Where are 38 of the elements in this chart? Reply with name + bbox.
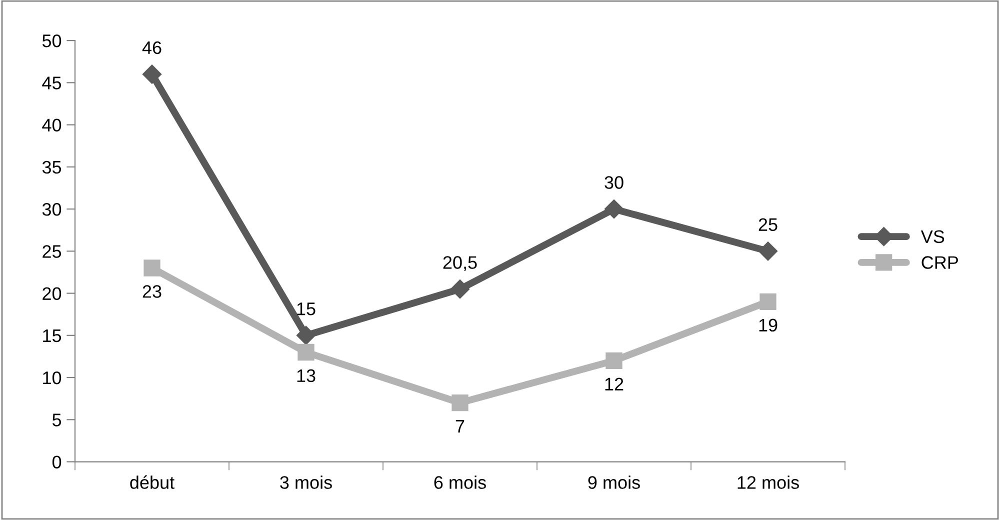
point	[298, 344, 314, 361]
data-label: 12	[605, 378, 624, 390]
data-label: 20,5	[443, 256, 477, 272]
point	[604, 200, 624, 219]
y-tick-label: 10	[43, 371, 62, 384]
legend-label: CRP	[922, 256, 958, 269]
point	[142, 64, 162, 84]
point	[450, 280, 470, 299]
x-tick-label: début	[130, 475, 174, 489]
point	[760, 293, 776, 310]
x-tick-label: 12 mois	[738, 476, 799, 489]
data-label: 13	[297, 369, 316, 382]
data-label: 19	[759, 318, 778, 332]
point	[144, 260, 160, 276]
data-label: 7	[456, 420, 464, 432]
point	[758, 242, 778, 261]
y-tick-label: 15	[43, 330, 62, 342]
data-label: 23	[142, 285, 162, 298]
y-tick-label: 0	[52, 456, 62, 468]
y-tick-label: 45	[42, 76, 62, 90]
data-label: 30	[604, 176, 624, 189]
data-label: 25	[758, 218, 778, 232]
y-tick-label: 30	[42, 202, 62, 216]
point	[452, 394, 468, 412]
y-tick-label: 5	[52, 414, 62, 426]
y-tick-label: 20	[42, 287, 62, 300]
x-tick-label: 9 mois	[588, 476, 640, 489]
y-tick-label: 50	[42, 34, 62, 48]
data-label: 15	[297, 302, 316, 316]
y-tick-label: 25	[42, 245, 62, 258]
y-tick-label: 40	[42, 118, 62, 132]
point	[606, 352, 622, 370]
x-tick-label: 6 mois	[434, 476, 486, 489]
y-tick-label: 35	[42, 160, 62, 174]
data-label: 46	[142, 41, 162, 54]
point	[296, 326, 316, 345]
legend-label: VS	[920, 230, 944, 244]
x-tick-label: 3 mois	[280, 476, 332, 489]
